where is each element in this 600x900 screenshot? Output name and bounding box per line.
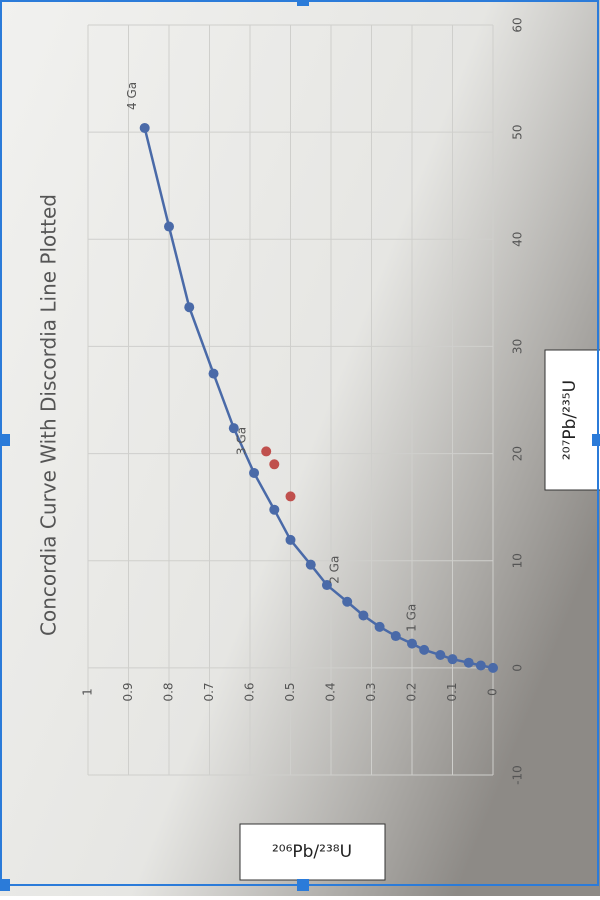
y-tick-label: 0.2 [405, 682, 419, 701]
x-tick-label: 0 [511, 664, 525, 672]
data-point [269, 459, 280, 470]
y-label-box [239, 823, 386, 881]
data-point [164, 221, 174, 232]
y-axis-label: ²⁰⁶Pb/²³⁸U [272, 842, 352, 862]
chart-title: Concordia Curve With Discordia Line Plot… [37, 194, 61, 636]
data-point [358, 610, 369, 621]
data-point [419, 644, 430, 655]
resize-handle[interactable] [0, 879, 10, 891]
y-tick-label: 1 [81, 688, 95, 696]
x-tick-label: 60 [511, 17, 525, 32]
data-point [139, 122, 150, 133]
x-tick-label: 30 [511, 339, 525, 354]
data-point [321, 580, 332, 591]
data-point [305, 559, 316, 570]
data-point [249, 467, 260, 478]
x-tick-label: -10 [511, 765, 525, 785]
y-tick-label: 0.6 [243, 682, 257, 701]
x-label-box [544, 349, 600, 491]
data-point [208, 368, 219, 379]
x-tick-label: 10 [511, 553, 525, 568]
y-tick-label: 0.5 [283, 682, 297, 701]
resize-handle[interactable] [0, 434, 10, 446]
annotation: 4 Ga [125, 82, 139, 110]
x-axis-label: ²⁰⁷Pb/²³⁵U [560, 380, 580, 460]
y-tick-label: 0.3 [364, 682, 378, 701]
data-point [261, 446, 272, 457]
data-point [285, 491, 296, 502]
data-point [475, 660, 486, 671]
x-tick-label: 20 [511, 446, 525, 461]
data-point [407, 638, 417, 649]
x-tick-label: 50 [511, 125, 525, 140]
y-tick-label: 0.8 [162, 682, 176, 701]
data-point [374, 621, 385, 632]
y-tick-label: 0.1 [445, 682, 459, 701]
annotation: 2 Ga [328, 556, 342, 584]
y-tick-label: 0.9 [121, 682, 135, 701]
data-point [463, 657, 474, 668]
annotation: 1 Ga [405, 604, 419, 632]
data-point [228, 423, 239, 434]
y-tick-label: 0.7 [202, 682, 216, 701]
data-point [285, 534, 296, 545]
resize-handle[interactable] [297, 879, 309, 891]
data-point [390, 631, 401, 642]
data-point [447, 654, 458, 665]
y-tick-label: 0 [486, 688, 500, 696]
x-tick-label: 40 [511, 232, 525, 247]
annotation: 3 Ga [235, 427, 249, 455]
data-point [488, 662, 498, 673]
data-point [184, 302, 195, 313]
data-point [342, 596, 353, 607]
resize-handle[interactable] [592, 434, 600, 446]
resize-handle[interactable] [297, 0, 309, 6]
data-point [269, 504, 280, 515]
y-tick-label: 0.4 [324, 682, 338, 701]
plot: -10 0 10 20 30 40 50 60 0 0.1 0.2 0.3 0.4 0.5 0.6 0.7 0.… [81, 17, 525, 784]
data-point [435, 650, 446, 660]
